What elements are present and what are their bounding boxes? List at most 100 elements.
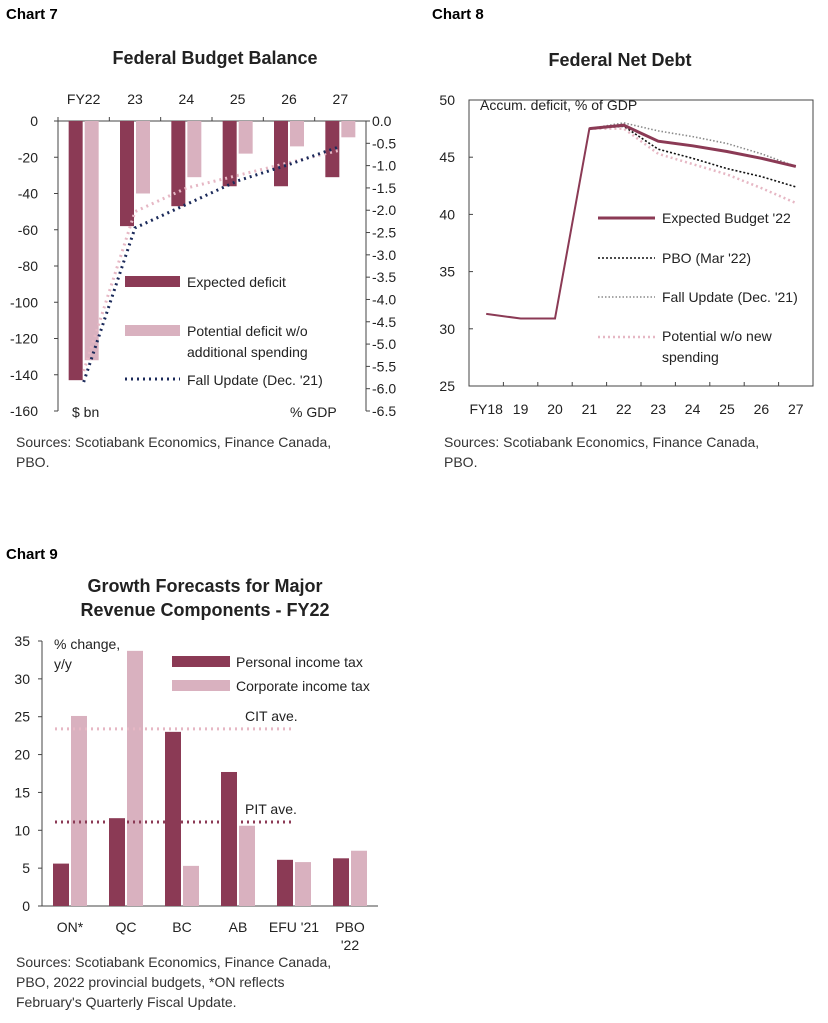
chart8-x-tick-label: 19 <box>513 401 529 417</box>
chart7-y-tick-label: -60 <box>18 222 38 238</box>
chart7-y2-tick-label: -5.5 <box>372 358 396 374</box>
chart7-left-unit: $ bn <box>72 404 99 420</box>
chart8-line-pbo <box>589 125 797 188</box>
chart8-line-expected-projection <box>589 123 797 168</box>
chart7-category-label: FY22 <box>67 91 101 107</box>
chart8-sources: Sources: Scotiabank Economics, Finance C… <box>444 432 759 472</box>
chart7-category-label: 25 <box>230 91 246 107</box>
chart7-bar-potential-deficit <box>341 121 356 138</box>
chart7-y-tick-label: -100 <box>10 294 38 310</box>
chart8-sources-line-2: PBO. <box>444 454 478 470</box>
chart9-y-tick-label: 5 <box>22 860 30 876</box>
chart7-bar-potential-deficit <box>136 121 150 194</box>
chart9-bar-cit <box>183 865 199 906</box>
chart8-legend-potential-2: spending <box>662 349 719 365</box>
chart9-pit-average-label: PIT ave. <box>245 801 297 817</box>
chart9-bar-cit <box>295 862 311 906</box>
chart9-sources-line-3: February's Quarterly Fiscal Update. <box>16 994 237 1010</box>
chart7-bar-expected-deficit <box>274 121 288 187</box>
chart9-legend-pit: Personal income tax <box>236 654 363 670</box>
chart8-x-tick-label: 22 <box>616 401 632 417</box>
chart7-y2-tick-label: -6.5 <box>372 403 396 419</box>
chart7-y-tick-label: -20 <box>18 149 38 165</box>
chart7-legend-potential-1: Potential deficit w/o <box>187 323 308 339</box>
chart9-title-line-1: Growth Forecasts for Major <box>87 576 323 596</box>
chart9-bar-pit <box>53 863 69 906</box>
chart7-y-tick-label: 0 <box>30 113 38 129</box>
chart7-category-label: 23 <box>127 91 143 107</box>
chart9-x-tick-label: BC <box>172 919 191 935</box>
chart9-legend-cit: Corporate income tax <box>236 678 370 694</box>
chart7-y2-tick-label: -4.0 <box>372 291 396 307</box>
chart8-y-tick-label: 40 <box>439 206 455 222</box>
chart7-y2-tick-label: 0.0 <box>372 113 392 129</box>
chart9-sources-line-2: PBO, 2022 provincial budgets, *ON reflec… <box>16 974 285 990</box>
chart8-y-tick-label: 45 <box>439 149 455 165</box>
chart8-y-tick-label: 30 <box>439 321 455 337</box>
chart8-label: Chart 8 <box>432 6 484 23</box>
chart7-legend-fall: Fall Update (Dec. '21) <box>187 372 323 388</box>
chart7-bar-potential-deficit <box>238 121 253 154</box>
chart9-y-tick-label: 20 <box>14 747 30 763</box>
chart7-y2-tick-label: -1.5 <box>372 180 396 196</box>
chart7-legend-expected: Expected deficit <box>187 274 286 290</box>
chart7-y-tick-label: -80 <box>18 258 38 274</box>
chart8-line-potential <box>589 127 797 205</box>
chart9-y-tick-label: 0 <box>22 898 30 914</box>
chart9-plot: 35 30 25 20 15 10 5 0 ON* QC BC AB EFU '21 PBO '22 CIT … <box>14 633 378 953</box>
chart9-bar-pit <box>277 859 293 906</box>
chart8-y-tick-label: 50 <box>439 92 455 108</box>
chart8-legend-potential-1: Potential w/o new <box>662 328 773 344</box>
chart9-y-label-1: % change, <box>54 636 120 652</box>
chart7-y2-tick-label: -3.0 <box>372 247 396 263</box>
chart8-x-tick-label: 23 <box>650 401 666 417</box>
chart7-category-label: 26 <box>281 91 297 107</box>
chart7-title: Federal Budget Balance <box>112 48 318 68</box>
chart9-legend-swatch-pit <box>172 656 230 667</box>
chart7-y2-tick-label: -6.0 <box>372 381 396 397</box>
chart9-x-tick-label: QC <box>116 919 137 935</box>
chart9-y-label-2: y/y <box>54 656 72 672</box>
chart8-legend-pbo: PBO (Mar '22) <box>662 250 751 266</box>
chart9-bar-cit <box>239 825 255 906</box>
chart9-x-tick-label: EFU '21 <box>269 919 319 935</box>
chart7-legend-swatch-potential <box>125 325 180 336</box>
chart7-sources-line-1: Sources: Scotiabank Economics, Finance C… <box>16 434 332 450</box>
chart8-x-tick-label: FY18 <box>469 401 503 417</box>
chart7-y2-tick-label: -2.5 <box>372 225 396 241</box>
chart7-plot: FY22 23 24 25 26 27 0 -20 -40 -60 -80 -100 -120 -140 -… <box>10 91 396 420</box>
chart9-bar-pit <box>333 858 349 906</box>
chart8-legend-fall: Fall Update (Dec. '21) <box>662 289 798 305</box>
chart7-line-potential-pink <box>82 148 341 372</box>
chart8-line-fall-update <box>589 122 797 168</box>
chart9-bar-pit <box>165 731 181 906</box>
chart7-y2-tick-label: -5.0 <box>372 336 396 352</box>
chart8-x-tick-label: 25 <box>719 401 735 417</box>
chart8-y-axis-label: Accum. deficit, % of GDP <box>480 97 637 113</box>
chart7-bar-expected-deficit <box>171 121 186 207</box>
chart9-bar-pit <box>221 771 237 906</box>
chart9-x-tick-label: ON* <box>57 919 84 935</box>
chart9-sources-line-1: Sources: Scotiabank Economics, Finance C… <box>16 954 332 970</box>
chart9-x-tick-label: PBO <box>335 919 365 935</box>
chart7-legend-potential-2: additional spending <box>187 344 308 360</box>
chart8-title: Federal Net Debt <box>548 50 692 70</box>
chart9-bar-cit <box>351 850 367 906</box>
chart9-y-tick-label: 25 <box>14 709 30 725</box>
chart7-y-tick-label: -160 <box>10 403 38 419</box>
chart9-cit-average-label: CIT ave. <box>245 708 298 724</box>
chart7-bar-potential-deficit <box>84 121 99 361</box>
chart9-title-line-2: Revenue Components - FY22 <box>80 600 330 620</box>
chart8-x-tick-label: 20 <box>547 401 563 417</box>
chart9-y-tick-label: 35 <box>14 633 30 649</box>
chart7-y-tick-label: -40 <box>18 186 38 202</box>
chart7-y2-tick-label: -2.0 <box>372 202 396 218</box>
chart7-category-label: 24 <box>179 91 195 107</box>
chart7-right-unit: % GDP <box>290 404 337 420</box>
chart7-y2-tick-label: -4.5 <box>372 314 396 330</box>
chart8-sources-line-1: Sources: Scotiabank Economics, Finance C… <box>444 434 760 450</box>
chart8-y-tick-label: 25 <box>439 378 455 394</box>
chart9-bar-cit <box>71 715 87 906</box>
chart7-y-tick-label: -120 <box>10 331 38 347</box>
chart9-bar-pit <box>109 818 125 906</box>
